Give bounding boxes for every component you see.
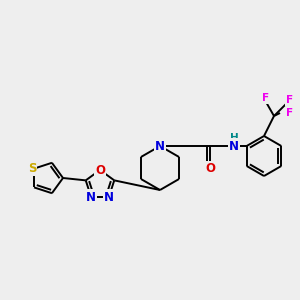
Text: N: N [86,190,96,204]
Text: O: O [95,164,105,176]
Text: N: N [104,190,114,204]
Text: S: S [28,162,36,175]
Text: F: F [286,95,294,105]
Text: O: O [205,163,215,176]
Text: F: F [262,93,270,103]
Text: F: F [286,108,294,118]
Text: N: N [155,140,165,152]
Text: H: H [230,133,238,143]
Text: N: N [229,140,239,152]
